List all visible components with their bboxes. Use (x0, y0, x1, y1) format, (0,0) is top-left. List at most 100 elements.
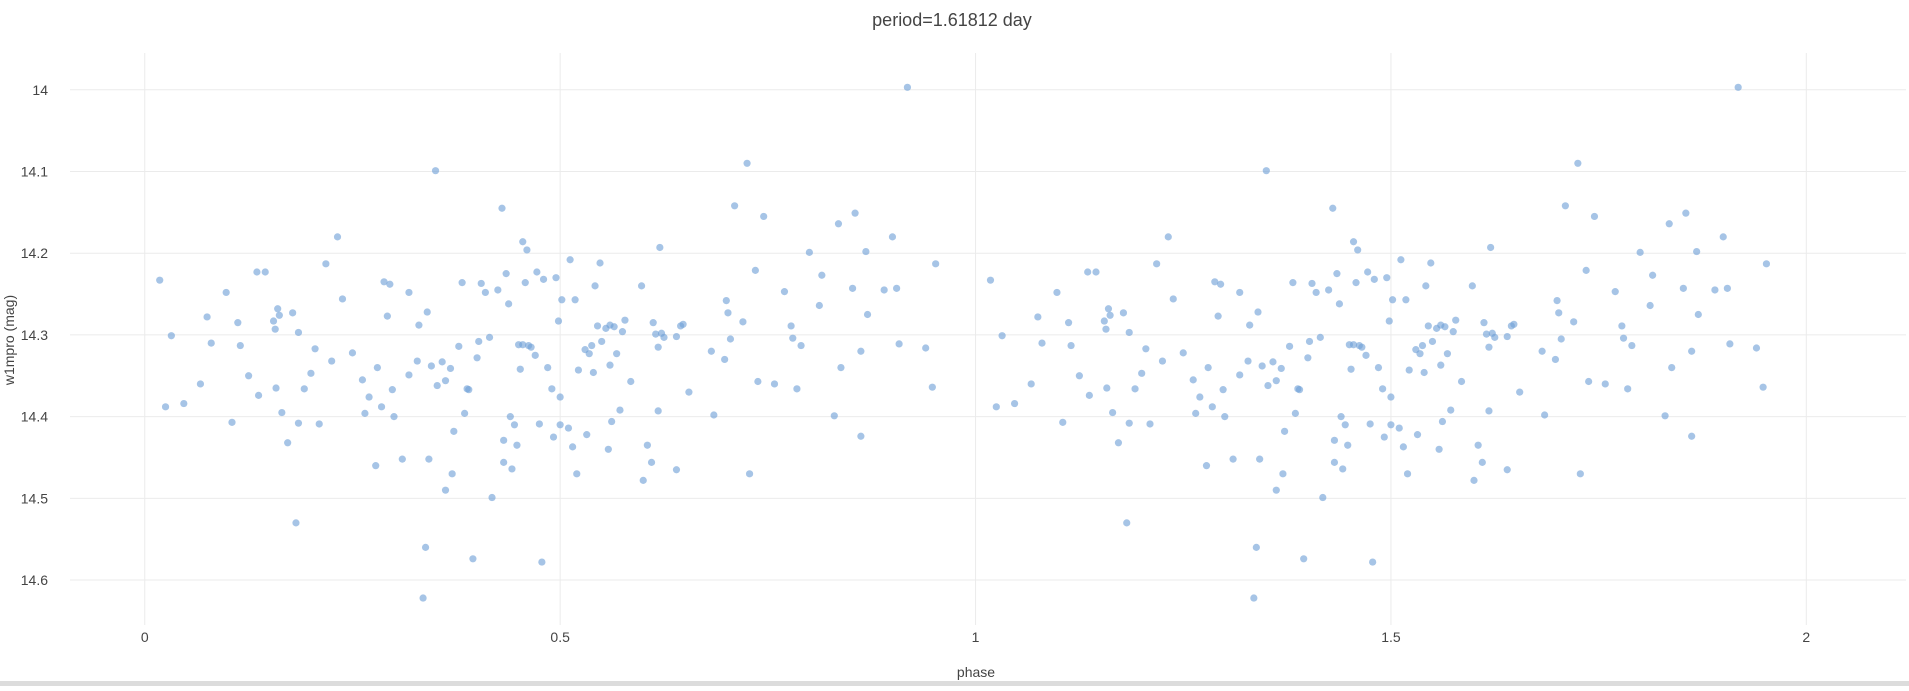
data-point[interactable] (1646, 301, 1654, 310)
data-point[interactable] (1277, 364, 1285, 373)
data-point[interactable] (1447, 406, 1455, 414)
data-point[interactable] (721, 355, 729, 364)
data-point[interactable] (1752, 344, 1761, 352)
data-point[interactable] (593, 322, 602, 330)
data-point[interactable] (386, 280, 394, 288)
data-point[interactable] (1711, 286, 1719, 294)
data-point[interactable] (1649, 271, 1657, 279)
data-point[interactable] (1358, 343, 1366, 351)
data-point[interactable] (1142, 345, 1150, 353)
data-point[interactable] (1067, 341, 1075, 350)
data-point[interactable] (338, 295, 347, 303)
data-point[interactable] (1688, 432, 1696, 440)
data-point[interactable] (610, 323, 618, 331)
data-point[interactable] (888, 233, 897, 241)
data-point[interactable] (639, 476, 647, 484)
data-point[interactable] (1435, 445, 1443, 453)
data-point[interactable] (1258, 362, 1266, 370)
data-point[interactable] (754, 377, 762, 386)
data-point[interactable] (922, 344, 930, 352)
data-point[interactable] (596, 259, 604, 267)
data-point[interactable] (538, 558, 546, 566)
data-point[interactable] (1694, 310, 1702, 319)
data-point[interactable] (234, 319, 242, 327)
data-point[interactable] (333, 233, 342, 241)
data-point[interactable] (505, 300, 513, 308)
data-point[interactable] (531, 351, 539, 359)
data-point[interactable] (421, 543, 430, 551)
data-point[interactable] (857, 347, 865, 355)
data-point[interactable] (289, 309, 297, 317)
data-point[interactable] (685, 388, 693, 396)
data-point[interactable] (895, 340, 903, 348)
data-point[interactable] (805, 248, 813, 256)
data-point[interactable] (1437, 361, 1445, 369)
data-point[interactable] (654, 343, 662, 351)
data-point[interactable] (1349, 341, 1358, 349)
data-point[interactable] (425, 455, 433, 463)
data-point[interactable] (1208, 403, 1216, 411)
data-point[interactable] (1661, 412, 1669, 420)
data-point[interactable] (1487, 243, 1495, 252)
data-point[interactable] (616, 406, 624, 414)
data-point[interactable] (1470, 476, 1478, 484)
data-point[interactable] (656, 243, 664, 252)
data-point[interactable] (903, 83, 912, 91)
data-point[interactable] (1413, 431, 1422, 439)
data-point[interactable] (1319, 493, 1327, 502)
data-point[interactable] (613, 350, 621, 358)
data-point[interactable] (1329, 204, 1337, 212)
data-point[interactable] (1158, 357, 1167, 365)
data-point[interactable] (848, 284, 857, 292)
data-point[interactable] (1123, 519, 1131, 527)
data-point[interactable] (780, 288, 789, 296)
data-point[interactable] (1590, 212, 1599, 221)
data-point[interactable] (228, 418, 236, 426)
data-point[interactable] (1189, 376, 1197, 384)
data-point[interactable] (523, 246, 531, 254)
data-point[interactable] (621, 316, 629, 324)
data-point[interactable] (1254, 308, 1262, 316)
data-point[interactable] (388, 386, 396, 394)
data-point[interactable] (556, 393, 564, 401)
data-point[interactable] (1100, 317, 1108, 325)
data-point[interactable] (446, 364, 455, 373)
data-point[interactable] (506, 413, 514, 421)
data-point[interactable] (1202, 462, 1211, 470)
data-point[interactable] (726, 335, 735, 343)
data-point[interactable] (1092, 268, 1100, 276)
data-point[interactable] (1510, 320, 1518, 328)
data-point[interactable] (1688, 347, 1696, 355)
data-point[interactable] (1457, 377, 1466, 386)
data-point[interactable] (793, 385, 801, 393)
data-point[interactable] (508, 465, 516, 473)
data-point[interactable] (1405, 366, 1413, 374)
data-point[interactable] (1279, 470, 1287, 478)
data-point[interactable] (377, 403, 386, 411)
data-point[interactable] (1034, 313, 1042, 321)
data-point[interactable] (441, 377, 450, 385)
data-point[interactable] (1636, 248, 1644, 256)
data-point[interactable] (519, 341, 527, 349)
data-point[interactable] (857, 432, 865, 440)
data-point[interactable] (274, 305, 282, 313)
data-point[interactable] (222, 288, 230, 297)
data-point[interactable] (1759, 383, 1767, 391)
data-point[interactable] (552, 274, 560, 282)
data-point[interactable] (254, 391, 263, 399)
data-point[interactable] (419, 594, 427, 602)
data-point[interactable] (500, 436, 508, 444)
data-point[interactable] (1503, 466, 1511, 474)
data-point[interactable] (488, 493, 496, 502)
data-point[interactable] (606, 361, 614, 369)
data-point[interactable] (1611, 288, 1619, 296)
data-point[interactable] (1491, 333, 1499, 341)
data-point[interactable] (1541, 411, 1549, 419)
data-point[interactable] (1427, 259, 1435, 267)
data-point[interactable] (1335, 300, 1344, 308)
data-point[interactable] (604, 445, 612, 453)
data-point[interactable] (1693, 247, 1701, 256)
data-point[interactable] (1179, 349, 1187, 357)
data-point[interactable] (1585, 377, 1593, 386)
data-point[interactable] (649, 319, 657, 327)
